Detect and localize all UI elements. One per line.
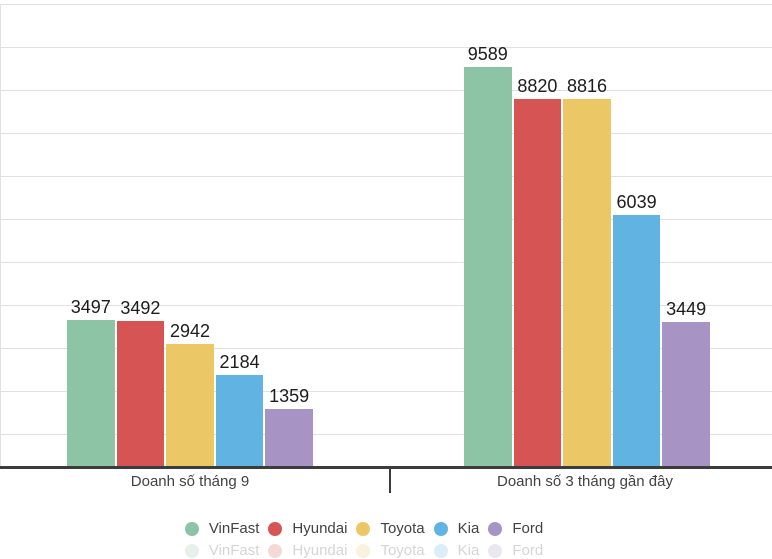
plot-area: 3497 3492 2942 2184 1359 9589 8820 8816 6039 3449 <box>0 0 772 466</box>
bar-column: 3497 <box>67 297 115 466</box>
bar-column: 6039 <box>612 192 661 466</box>
legend-label: Ford <box>512 520 544 537</box>
legend-item-vinfast[interactable]: VinFast <box>184 520 260 537</box>
bar-value-label: 2184 <box>219 352 260 372</box>
legend-item-kia[interactable]: Kia <box>433 520 480 537</box>
bar-toyota[interactable] <box>563 99 611 466</box>
category-label-thang-9: Doanh số tháng 9 <box>130 473 250 490</box>
bar-value-label: 3492 <box>120 298 161 318</box>
legend-swatch-icon <box>488 521 503 536</box>
bar-vinfast[interactable] <box>67 320 115 466</box>
y-axis-line <box>0 4 1 466</box>
legend-item-toyota[interactable]: Toyota <box>356 520 425 537</box>
x-axis-line <box>0 466 772 469</box>
bar-column: 3449 <box>662 299 710 466</box>
bar-kia[interactable] <box>612 215 661 466</box>
bar-hyundai[interactable] <box>513 99 562 466</box>
legend-label: Hyundai <box>292 520 348 537</box>
bar-column: 8820 <box>513 76 562 466</box>
legend-label: Kia <box>457 520 480 537</box>
bar-value-label: 1359 <box>269 386 310 406</box>
gridline <box>0 4 772 5</box>
bar-column: 3492 <box>116 298 165 466</box>
gridline <box>0 219 772 220</box>
bar-value-label: 3449 <box>666 299 707 319</box>
legend: VinFast Hyundai Toyota Kia Ford <box>0 520 750 537</box>
bar-column: 8816 <box>563 76 611 466</box>
gridline <box>0 434 772 435</box>
gridline <box>0 262 772 263</box>
legend-item-hyundai[interactable]: Hyundai <box>268 520 347 537</box>
gridline <box>0 47 772 48</box>
bar-kia[interactable] <box>215 375 264 466</box>
gridline <box>0 90 772 91</box>
gridline <box>0 176 772 177</box>
bar-hyundai[interactable] <box>116 321 165 466</box>
bar-column: 1359 <box>265 386 313 466</box>
gridline <box>0 348 772 349</box>
bar-toyota[interactable] <box>166 344 214 466</box>
bar-vinfast[interactable] <box>464 67 512 466</box>
legend-label: Toyota <box>380 520 425 537</box>
legend-swatch-icon <box>356 521 371 536</box>
legend-item-ford[interactable]: Ford <box>488 520 543 537</box>
bar-value-label: 2942 <box>169 321 210 341</box>
bar-column: 2942 <box>166 321 214 466</box>
bar-group: 9589 8820 8816 6039 3449 <box>464 0 710 466</box>
bar-value-label: 3497 <box>70 297 111 317</box>
bar-ford[interactable] <box>265 409 313 466</box>
bar-ford[interactable] <box>662 322 710 466</box>
legend-label: VinFast <box>208 520 260 537</box>
bar-value-label: 6039 <box>616 192 657 212</box>
category-label-3-thang: Doanh số 3 tháng gần đây <box>497 473 673 490</box>
gridline <box>0 305 772 306</box>
bar-group: 3497 3492 2942 2184 1359 <box>67 0 313 466</box>
legend-swatch-icon <box>433 521 448 536</box>
gridline <box>0 133 772 134</box>
bar-column: 9589 <box>464 44 512 466</box>
bar-column: 2184 <box>215 352 264 466</box>
x-axis-tick <box>389 466 391 493</box>
bar-value-label: 8816 <box>566 76 607 96</box>
gridline <box>0 391 772 392</box>
legend-swatch-icon <box>268 521 283 536</box>
bar-value-label: 8820 <box>517 76 558 96</box>
legend-swatch-icon <box>184 521 199 536</box>
bar-value-label: 9589 <box>467 44 508 64</box>
